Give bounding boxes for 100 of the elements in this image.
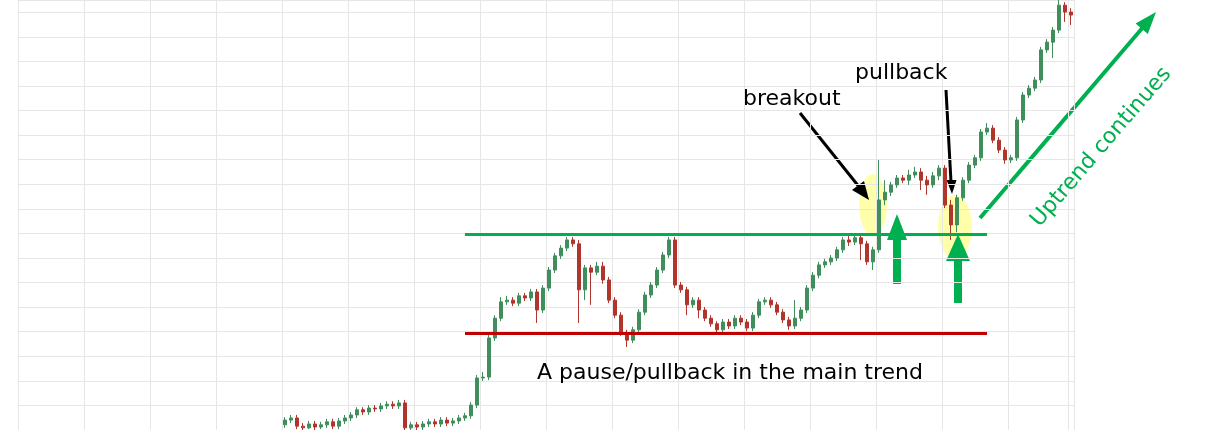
candlestick xyxy=(889,181,893,197)
candlestick xyxy=(403,399,407,430)
candlestick xyxy=(481,371,485,382)
candlestick xyxy=(445,416,449,427)
candlestick xyxy=(985,122,989,136)
candlestick xyxy=(595,261,599,276)
candlestick xyxy=(463,412,467,422)
candlestick xyxy=(811,271,815,292)
candlestick xyxy=(745,318,749,332)
candlestick xyxy=(379,402,383,413)
candlestick xyxy=(967,161,971,184)
candlestick xyxy=(547,266,551,292)
candlestick xyxy=(637,308,641,334)
candlestick xyxy=(679,281,683,294)
annotation: A pause/pullback in the main trend xyxy=(537,358,923,384)
candlestick xyxy=(727,318,731,330)
candlestick xyxy=(883,179,887,206)
candlestick xyxy=(349,411,353,422)
candlestick xyxy=(409,421,413,430)
candlestick xyxy=(907,169,911,186)
candlestick xyxy=(835,246,839,262)
candlestick xyxy=(301,422,305,430)
candlestick xyxy=(577,239,581,324)
candlestick xyxy=(763,296,767,306)
candlestick xyxy=(979,128,983,162)
candlestick xyxy=(865,240,869,266)
candlestick xyxy=(1039,46,1043,84)
candlestick xyxy=(961,176,965,202)
candlestick xyxy=(397,399,401,410)
candlestick xyxy=(1045,38,1049,54)
candlestick xyxy=(589,264,593,306)
candlestick xyxy=(793,299,797,330)
candlestick xyxy=(475,374,479,409)
candlestick xyxy=(1021,91,1025,124)
candlestick xyxy=(751,311,755,332)
candlestick xyxy=(391,400,395,410)
candlestick xyxy=(643,291,647,316)
candlestick xyxy=(853,234,857,246)
candlestick xyxy=(721,318,725,334)
candlestick xyxy=(661,251,665,274)
candlestick xyxy=(325,418,329,429)
candlestick xyxy=(775,301,779,316)
candlestick xyxy=(1003,146,1007,165)
candlestick xyxy=(367,404,371,416)
candlestick xyxy=(877,159,881,254)
candlestick xyxy=(685,286,689,316)
candlestick xyxy=(913,166,917,179)
candlestick xyxy=(817,261,821,279)
candlestick xyxy=(523,292,527,302)
candlestick xyxy=(691,296,695,309)
candlestick xyxy=(925,175,929,196)
candlestick xyxy=(871,246,875,271)
candlestick xyxy=(901,174,905,184)
candlestick xyxy=(433,418,437,428)
candlestick xyxy=(799,306,803,322)
candlestick xyxy=(841,236,845,254)
candlestick xyxy=(541,284,545,314)
candlestick xyxy=(823,258,827,269)
candlestick xyxy=(703,306,707,322)
candlestick xyxy=(559,244,563,260)
candlestick xyxy=(757,298,761,319)
candlestick xyxy=(949,199,953,241)
candlestick xyxy=(361,406,365,416)
annotation: pullback xyxy=(855,58,948,84)
candlestick xyxy=(619,311,623,337)
candlestick xyxy=(469,401,473,420)
candlestick xyxy=(487,334,491,381)
candlestick xyxy=(787,316,791,331)
candlestick xyxy=(337,417,341,430)
candlestick xyxy=(421,420,425,430)
candlestick xyxy=(847,235,851,247)
candlestick xyxy=(613,296,617,319)
candlestick xyxy=(769,296,773,309)
candlestick xyxy=(295,414,299,430)
candlestick xyxy=(571,236,575,248)
candlestick xyxy=(709,314,713,328)
candlestick xyxy=(427,418,431,428)
candlestick xyxy=(517,292,521,307)
candlestick xyxy=(583,264,587,301)
candlestick xyxy=(355,406,359,419)
candlestick xyxy=(1009,154,1013,164)
candlestick xyxy=(289,414,293,424)
candlestick xyxy=(649,281,653,299)
candlestick xyxy=(697,296,701,319)
candlestick xyxy=(919,167,923,191)
candlestick xyxy=(1033,76,1037,92)
candlestick xyxy=(667,236,671,259)
candlestick xyxy=(307,420,311,430)
candlestick xyxy=(1057,0,1061,34)
candlestick xyxy=(319,421,323,430)
candlestick xyxy=(601,261,605,285)
candlestick xyxy=(373,404,377,413)
candlestick xyxy=(955,194,959,233)
candlestick xyxy=(805,284,809,314)
candlestick xyxy=(535,288,539,324)
candlestick xyxy=(997,136,1001,154)
candlestick xyxy=(1051,26,1055,59)
annotation: breakout xyxy=(743,84,841,110)
candlestick xyxy=(673,236,677,289)
candlestick xyxy=(715,320,719,334)
